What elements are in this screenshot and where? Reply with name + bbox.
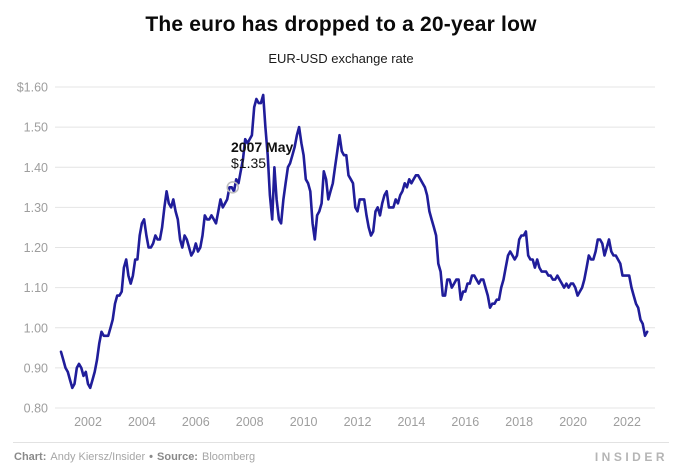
- annotation-date: 2007 May: [231, 139, 294, 155]
- x-axis-tick-label: 2002: [74, 415, 102, 429]
- chart-title: The euro has dropped to a 20-year low: [145, 13, 537, 36]
- y-axis-tick-label: 1.40: [24, 161, 48, 175]
- credit-source-value: Bloomberg: [201, 451, 256, 463]
- x-axis-tick-label: 2004: [128, 415, 156, 429]
- x-axis-tick-label: 2018: [505, 415, 533, 429]
- insider-logo: INSIDER: [594, 450, 668, 464]
- data-point-annotation: 2007 May $1.35: [231, 139, 293, 171]
- x-axis-tick-label: 2022: [613, 415, 641, 429]
- annotation-marker-circle: [226, 181, 239, 194]
- chart-subtitle: EUR-USD exchange rate: [268, 51, 414, 66]
- x-axis-tick-label: 2006: [182, 415, 210, 429]
- credit-chart-value: Andy Kiersz/Insider: [50, 451, 146, 463]
- credit-chart-label: Chart:: [14, 451, 47, 463]
- x-axis-tick-label: 2016: [451, 415, 479, 429]
- x-axis-tick-label: 2010: [290, 415, 318, 429]
- y-axis-tick-label: 1.00: [24, 321, 48, 335]
- credit-separator: •: [149, 451, 154, 463]
- x-axis-tick-label: 2020: [559, 415, 587, 429]
- annotation-value: $1.35: [231, 155, 267, 171]
- credit-source-label: Source:: [157, 451, 198, 463]
- footer-divider: [13, 442, 669, 443]
- y-axis-tick-label: 0.80: [24, 402, 48, 416]
- x-axis-tick-label: 2012: [344, 415, 372, 429]
- x-axis-tick-label: 2014: [397, 415, 425, 429]
- eur-usd-line: [59, 93, 649, 390]
- y-axis-tick-label: $1.60: [17, 81, 48, 95]
- y-axis-tick-label: 0.90: [24, 361, 48, 375]
- y-axis-tick-label: 1.10: [24, 281, 48, 295]
- footer: Chart: Andy Kiersz/Insider • Source: Blo…: [14, 449, 668, 465]
- credit-line: Chart: Andy Kiersz/Insider • Source: Blo…: [14, 451, 255, 463]
- y-axis-tick-label: 1.20: [24, 241, 48, 255]
- y-axis-tick-label: 1.30: [24, 201, 48, 215]
- x-axis-tick-label: 2008: [236, 415, 264, 429]
- y-axis-tick-label: 1.50: [24, 121, 48, 135]
